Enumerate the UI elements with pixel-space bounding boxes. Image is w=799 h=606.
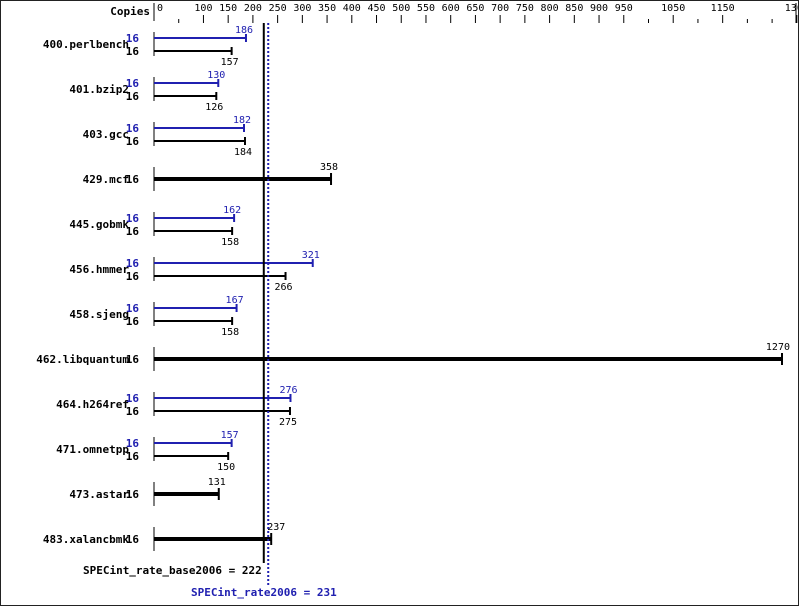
- base-value-label: 237: [267, 522, 285, 533]
- tick-label: 0: [157, 3, 163, 14]
- base-copies: 16: [126, 173, 140, 186]
- base-value-label: 157: [221, 57, 239, 68]
- benchmark-label: 400.perlbench: [43, 38, 129, 51]
- benchmark-label: 429.mcf: [83, 173, 129, 186]
- peak-copies: 16: [126, 257, 140, 270]
- peak-reference-label: SPECint_rate2006 = 231: [191, 586, 337, 599]
- base-value-label: 266: [275, 282, 293, 293]
- peak-value-label: 167: [226, 295, 244, 306]
- peak-value-label: 186: [235, 25, 253, 36]
- base-reference-label: SPECint_rate_base2006 = 222: [83, 564, 262, 577]
- tick-label: 750: [516, 3, 534, 14]
- peak-value-label: 130: [207, 70, 225, 81]
- benchmark-label: 483.xalancbmk: [43, 533, 129, 546]
- base-copies: 16: [126, 225, 140, 238]
- base-value-label: 131: [208, 477, 226, 488]
- base-value-label: 184: [234, 147, 252, 158]
- peak-value-label: 157: [221, 430, 239, 441]
- base-copies: 16: [126, 135, 140, 148]
- benchmark-label: 473.astar: [69, 488, 129, 501]
- base-value-label: 158: [221, 327, 239, 338]
- peak-copies: 16: [126, 122, 140, 135]
- tick-label: 500: [392, 3, 410, 14]
- peak-copies: 16: [126, 77, 140, 90]
- tick-label: 250: [269, 3, 287, 14]
- base-copies: 16: [126, 533, 140, 546]
- base-copies: 16: [126, 353, 140, 366]
- tick-label: 550: [417, 3, 435, 14]
- peak-copies: 16: [126, 32, 140, 45]
- base-value-label: 126: [205, 102, 223, 113]
- base-copies: 16: [126, 450, 140, 463]
- base-copies: 16: [126, 270, 140, 283]
- benchmark-label: 403.gcc: [83, 128, 129, 141]
- benchmark-label: 458.sjeng: [69, 308, 129, 321]
- tick-label: 900: [590, 3, 608, 14]
- base-value-label: 275: [279, 417, 297, 428]
- tick-label: 1050: [661, 3, 685, 14]
- tick-label: 450: [367, 3, 385, 14]
- peak-value-label: 182: [233, 115, 251, 126]
- tick-label: 950: [615, 3, 633, 14]
- tick-label: 1300: [785, 3, 798, 14]
- base-copies: 16: [126, 405, 140, 418]
- base-copies: 16: [126, 45, 140, 58]
- tick-label: 400: [343, 3, 361, 14]
- benchmark-label: 456.hmmer: [69, 263, 129, 276]
- tick-label: 350: [318, 3, 336, 14]
- base-copies: 16: [126, 90, 140, 103]
- base-value-label: 158: [221, 237, 239, 248]
- tick-label: 100: [194, 3, 212, 14]
- tick-label: 800: [541, 3, 559, 14]
- tick-label: 150: [219, 3, 237, 14]
- base-copies: 16: [126, 315, 140, 328]
- base-copies: 16: [126, 488, 140, 501]
- peak-copies: 16: [126, 212, 140, 225]
- peak-value-label: 276: [279, 385, 297, 396]
- base-value-label: 358: [320, 162, 338, 173]
- peak-copies: 16: [126, 437, 140, 450]
- peak-value-label: 162: [223, 205, 241, 216]
- benchmark-label: 445.gobmk: [69, 218, 129, 231]
- peak-copies: 16: [126, 302, 140, 315]
- tick-label: 600: [442, 3, 460, 14]
- benchmark-label: 464.h264ref: [56, 398, 129, 411]
- peak-copies: 16: [126, 392, 140, 405]
- axis-title: Copies: [110, 5, 150, 18]
- benchmark-label: 401.bzip2: [69, 83, 129, 96]
- tick-label: 1150: [711, 3, 735, 14]
- tick-label: 850: [565, 3, 583, 14]
- tick-label: 700: [491, 3, 509, 14]
- tick-label: 300: [293, 3, 311, 14]
- tick-label: 200: [244, 3, 262, 14]
- tick-label: 650: [466, 3, 484, 14]
- benchmark-label: 471.omnetpp: [56, 443, 129, 456]
- peak-value-label: 321: [302, 250, 320, 261]
- base-value-label: 1270: [766, 342, 790, 353]
- benchmark-label: 462.libquantum: [36, 353, 129, 366]
- base-value-label: 150: [217, 462, 235, 473]
